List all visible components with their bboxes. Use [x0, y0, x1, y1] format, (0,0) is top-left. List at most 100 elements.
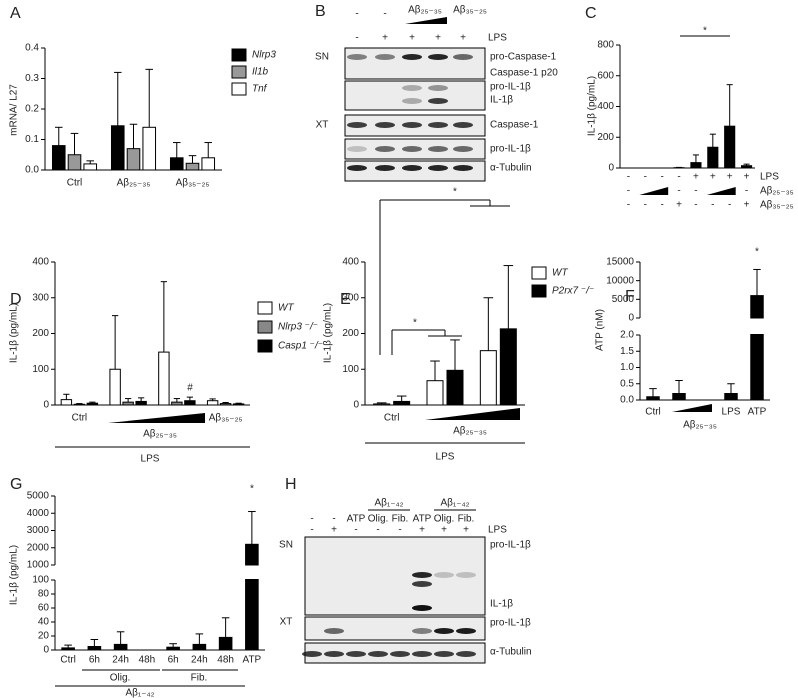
- x-tick-label: LPS: [722, 407, 741, 418]
- band-label: pro-IL-1β: [490, 540, 531, 551]
- blot-band: [402, 85, 422, 91]
- x-group-label: LPS: [436, 452, 455, 463]
- legend-swatch: [531, 284, 547, 298]
- blot-band: [412, 651, 432, 657]
- y-tick-label: 4000: [27, 508, 50, 519]
- legend-label: Nlrp3 ⁻/⁻: [278, 322, 318, 333]
- condition-sign: -: [745, 186, 748, 197]
- condition-sign: -: [694, 186, 697, 197]
- y-tick-label: 0.4: [25, 43, 39, 54]
- condition-sign: -: [627, 186, 630, 197]
- bar: [750, 295, 764, 319]
- y-tick-label: 0.5: [620, 378, 634, 389]
- blot-band: [428, 98, 448, 104]
- band-label: pro-Caspase-1: [490, 52, 557, 63]
- y-tick-label: 2000: [27, 542, 50, 553]
- y-tick-label: 300: [342, 292, 359, 303]
- y-axis-title: ATP (nM): [595, 309, 606, 351]
- band-label: IL-1β: [490, 599, 513, 610]
- bar: [110, 125, 125, 171]
- y-axis-title: mRNA/ L27: [9, 84, 20, 136]
- blot-band: [434, 572, 454, 578]
- blot-band: [368, 651, 388, 657]
- panel-letter: G: [10, 476, 22, 493]
- condition-sign: -: [644, 200, 647, 211]
- condition-sign: +: [331, 525, 337, 536]
- condition-label: ATP: [347, 514, 366, 525]
- condition-sign: +: [463, 525, 469, 536]
- condition-sign: -: [398, 525, 401, 536]
- x-tick-label: Ctrl: [384, 413, 400, 424]
- condition-sign: -: [677, 172, 680, 183]
- blot-membrane: [344, 80, 486, 111]
- condition-sign: -: [711, 200, 714, 211]
- condition-label: ATP: [413, 514, 432, 525]
- band-label: α-Tubulin: [490, 163, 532, 174]
- y-tick-label: 300: [32, 292, 49, 303]
- legend-swatch: [231, 65, 247, 79]
- group-label: Aβ₁₋₄₂: [374, 498, 403, 509]
- condition-label: Fib.: [458, 514, 475, 525]
- bar: [135, 400, 147, 406]
- panel-letter: D: [10, 291, 22, 308]
- y-tick-label: 400: [597, 101, 614, 112]
- section-label: SN: [279, 540, 293, 551]
- legend-swatch: [531, 266, 547, 280]
- bar: [393, 400, 411, 406]
- y-tick-label: 10000: [606, 275, 634, 286]
- y-axis-title: IL-1β (pg/mL): [323, 303, 334, 363]
- y-tick-label: 400: [32, 257, 49, 268]
- condition-sign: -: [661, 200, 664, 211]
- condition-sign: -: [728, 200, 731, 211]
- condition-sign: -: [355, 33, 358, 44]
- x-tick-label: 6h: [89, 655, 100, 666]
- dose-triangle: [706, 187, 736, 195]
- condition-sign: +: [744, 200, 750, 211]
- y-tick-label: 1000: [27, 560, 50, 571]
- blot-band: [453, 146, 473, 152]
- dose-triangle: [425, 408, 520, 420]
- blot-band: [347, 122, 367, 128]
- blot-band: [375, 146, 395, 152]
- condition-sign: +: [382, 33, 388, 44]
- bar: [113, 643, 128, 651]
- section-label: XT: [316, 120, 329, 131]
- y-tick-label: 100: [342, 364, 359, 375]
- condition-sign: +: [727, 172, 733, 183]
- blot-band: [347, 54, 367, 60]
- condition-sign: +: [441, 525, 447, 536]
- blot-band: [456, 651, 476, 657]
- legend-swatch: [257, 301, 273, 315]
- dose-triangle: [405, 17, 447, 24]
- panel-letter: H: [285, 476, 297, 493]
- dose-triangle: [672, 404, 712, 412]
- condition-label: Aβ₃₅₋₂₅: [453, 5, 487, 16]
- bar: [83, 163, 98, 171]
- blot-band: [453, 54, 473, 60]
- blot-membrane: [304, 536, 486, 616]
- x-group-label: Aβ₂₅₋₃₅: [143, 429, 177, 440]
- bar: [201, 157, 216, 171]
- x-tick-label: Aβ₃₅₋₂₅: [209, 413, 243, 424]
- condition-label: Aβ₂₅₋₃₅: [408, 5, 442, 16]
- bar: [724, 125, 736, 169]
- blot-band: [456, 628, 476, 634]
- condition-label: -: [310, 514, 313, 525]
- blot-band: [428, 54, 448, 60]
- blot-band: [402, 98, 422, 104]
- condition-label: Olig.: [368, 514, 389, 525]
- band-label: pro-IL-1β: [490, 82, 531, 93]
- y-axis-title: IL-1β (pg/mL): [9, 545, 20, 605]
- panel-letter: C: [585, 5, 597, 22]
- bar: [109, 368, 121, 406]
- condition-label: Fib.: [392, 514, 409, 525]
- y-tick-label: 15000: [606, 257, 634, 268]
- plot-area: [61, 579, 259, 651]
- section-label: XT: [280, 617, 293, 628]
- legend-swatch: [231, 48, 247, 62]
- y-tick-label: 0.0: [620, 395, 634, 406]
- blot-band: [347, 146, 367, 152]
- y-tick-label: 0: [353, 400, 359, 411]
- bar: [724, 393, 738, 401]
- y-tick-label: 3000: [27, 525, 50, 536]
